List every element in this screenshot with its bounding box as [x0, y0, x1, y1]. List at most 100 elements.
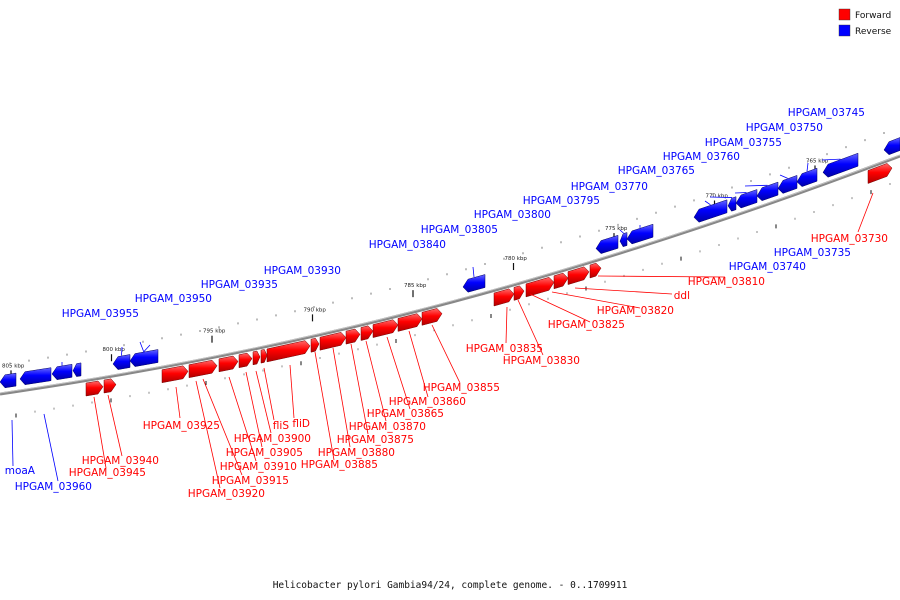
- gene-r03950: [112, 354, 131, 370]
- scale-ticks: 765 kbp 770 kbp 775 kbp 780 kbp 785 kbp 790 k…: [2, 158, 829, 378]
- scale-tick-label: 785 kbp: [404, 283, 427, 289]
- genome-backbone: [0, 154, 900, 396]
- label-HPGAM_03950: HPGAM_03950: [135, 293, 212, 305]
- gene-r03955: [72, 362, 82, 377]
- label-moaA: moaA: [5, 465, 36, 477]
- connector-HPGAM_03730: [857, 192, 874, 233]
- label-HPGAM_03795: HPGAM_03795: [523, 195, 600, 207]
- scale-tick-label: 800 kbp: [103, 347, 126, 353]
- gene-f03905: [238, 352, 253, 369]
- gene-r03750: [822, 152, 859, 178]
- label-HPGAM_03860: HPGAM_03860: [389, 396, 466, 408]
- gene-f03810b: [567, 266, 590, 285]
- scale-tick-label: 805 kbp: [2, 363, 25, 369]
- label-HPGAM_03935: HPGAM_03935: [201, 279, 278, 291]
- scale-tick: 780 kbp: [505, 256, 528, 271]
- gene-f03810: [589, 262, 602, 279]
- connector-HPGAM_03770: [709, 196, 733, 198]
- label-HPGAM_03730: HPGAM_03730: [811, 233, 888, 245]
- gene-r03745: [883, 137, 900, 155]
- connector-HPGAM_03835: [505, 306, 508, 344]
- gene-f03910: [218, 355, 239, 373]
- gene-f03820: [525, 277, 555, 298]
- label-HPGAM_03735: HPGAM_03735: [774, 247, 851, 259]
- gene-r03755: [796, 167, 818, 187]
- connector-HPGAM_03870: [365, 340, 387, 422]
- label-HPGAM_03855: HPGAM_03855: [423, 382, 500, 394]
- scale-tick: 785 kbp: [404, 283, 427, 298]
- scale-tick: 790 kbp: [304, 307, 326, 322]
- gene-f03880: [319, 332, 347, 351]
- label-HPGAM_03865: HPGAM_03865: [367, 408, 444, 420]
- connector-HPGAM_03750: [806, 162, 809, 172]
- gene-r03800: [693, 199, 728, 223]
- label-HPGAM_03770: HPGAM_03770: [571, 181, 648, 193]
- scale-tick-label: 780 kbp: [505, 256, 528, 262]
- legend-forward-label: Forward: [855, 11, 891, 21]
- connector-HPGAM_03820: [551, 291, 641, 309]
- connector-HPGAM_03745: [821, 158, 841, 161]
- gene-ffliS: [260, 349, 268, 364]
- label-HPGAM_03905: HPGAM_03905: [226, 447, 303, 459]
- label-HPGAM_03925: HPGAM_03925: [143, 420, 220, 432]
- connector-HPGAM_03875: [350, 343, 369, 435]
- connector-HPGAM_03905: [245, 371, 263, 448]
- legend-reverse-label: Reverse: [855, 27, 892, 37]
- connector-HPGAM_03945: [93, 396, 107, 469]
- connector-HPGAM_03910: [228, 376, 257, 462]
- connector-HPGAM_03805: [619, 229, 624, 234]
- gene-r03770: [735, 189, 758, 209]
- connector-fliS: [263, 367, 275, 421]
- label-HPGAM_03740: HPGAM_03740: [729, 261, 806, 273]
- gene-r03765: [756, 181, 779, 201]
- label-HPGAM_03930: HPGAM_03930: [264, 265, 341, 277]
- gene-f03925: [161, 365, 189, 384]
- connector-fliD: [289, 364, 295, 419]
- connector-HPGAM_03940: [107, 394, 123, 457]
- connector-HPGAM_03925: [175, 386, 181, 419]
- label-HPGAM_03745: HPGAM_03745: [788, 107, 865, 119]
- connector-HPGAM_03810: [597, 275, 726, 278]
- label-HPGAM_03840: HPGAM_03840: [369, 239, 446, 251]
- gene-r03795: [727, 196, 737, 212]
- label-HPGAM_03750: HPGAM_03750: [746, 122, 823, 134]
- connector-HPGAM_03880: [332, 347, 351, 448]
- connector-HPGAM_03960: [43, 413, 59, 482]
- connector-HPGAM_03915: [202, 378, 243, 476]
- label-HPGAM_03765: HPGAM_03765: [618, 165, 695, 177]
- gene-f03730: [867, 163, 893, 184]
- label-ddl: ddl: [674, 290, 690, 302]
- gene-r03930: [462, 274, 486, 293]
- gene-f03915: [188, 359, 218, 379]
- gene-r03760: [777, 175, 798, 194]
- gene-r03805b: [619, 232, 628, 247]
- gene-labels: HPGAM_03745 HPGAM_03750 HPGAM_03755 HPGAM_0…: [5, 107, 888, 500]
- legend-forward-swatch: [838, 8, 851, 21]
- connector-HPGAM_03755: [779, 174, 788, 179]
- scale-tick-label: 795 kbp: [203, 329, 226, 335]
- scale-tick: 795 kbp: [203, 329, 226, 343]
- label-HPGAM_03755: HPGAM_03755: [705, 137, 782, 149]
- gene-f03855: [421, 308, 443, 326]
- gene-r03805: [626, 223, 654, 245]
- connector-HPGAM_03930: [143, 344, 151, 352]
- background-ticks: [9, 132, 891, 418]
- gene-fddl: [553, 272, 569, 290]
- legend-forward: Forward: [838, 8, 891, 21]
- label-HPGAM_03760: HPGAM_03760: [663, 151, 740, 163]
- connector-HPGAM_03920: [195, 380, 221, 489]
- scale-tick: 800 kbp: [103, 347, 126, 362]
- connector-HPGAM_03865: [386, 336, 411, 410]
- label-HPGAM_03915: HPGAM_03915: [212, 475, 289, 487]
- label-HPGAM_03885: HPGAM_03885: [301, 459, 378, 471]
- gene-f03865: [372, 319, 399, 338]
- connector-HPGAM_03855: [431, 324, 461, 384]
- scale-tick-label: 765 kbp: [806, 158, 829, 164]
- label-HPGAM_03870: HPGAM_03870: [349, 421, 426, 433]
- label-HPGAM_03940: HPGAM_03940: [82, 455, 159, 467]
- map-caption: Helicobacter pylori Gambia94/24, complet…: [273, 580, 628, 591]
- gene-f03825: [513, 285, 525, 301]
- gene-r03960: [19, 367, 52, 385]
- label-HPGAM_03910: HPGAM_03910: [220, 461, 297, 473]
- label-HPGAM_03825: HPGAM_03825: [548, 319, 625, 331]
